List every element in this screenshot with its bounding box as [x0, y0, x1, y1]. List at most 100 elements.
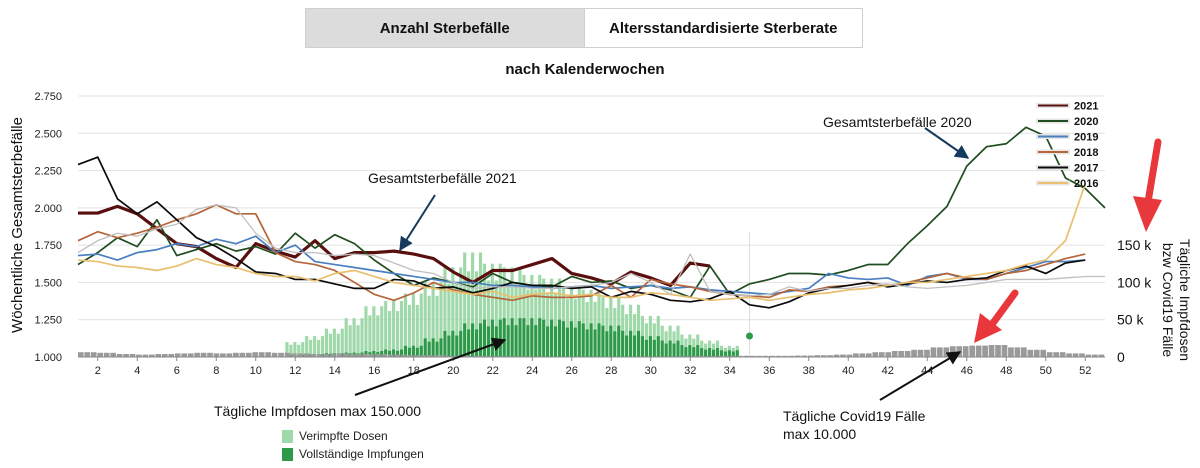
bar	[601, 325, 605, 357]
bar	[688, 345, 692, 357]
bar	[395, 311, 400, 357]
y-tick-label: 2.750	[34, 91, 62, 103]
y-tick-label: 2.000	[34, 203, 62, 215]
bar	[465, 355, 472, 357]
x-tick-label: 42	[882, 365, 894, 377]
x-tick-label: 2	[95, 365, 101, 377]
bar	[360, 352, 364, 357]
bar	[426, 355, 433, 357]
tab-altersstandardisierte-sterberate[interactable]: Altersstandardisierte Sterberate	[584, 9, 862, 47]
series-line	[77, 156, 1086, 309]
bar	[833, 354, 840, 357]
bar	[384, 301, 388, 357]
chart-tab-bar: Anzahl Sterbefälle Altersstandardisierte…	[305, 8, 863, 48]
legend-label-verimpfte-dosen: Verimpfte Dosen	[299, 429, 388, 443]
y-tick-label: 1.750	[34, 240, 62, 252]
bar	[930, 347, 937, 357]
tab-anzahl-sterbefaelle[interactable]: Anzahl Sterbefälle	[306, 9, 585, 47]
bar	[872, 352, 879, 357]
bar	[943, 347, 950, 357]
bar	[514, 283, 518, 357]
bar	[749, 355, 756, 357]
bar	[455, 335, 459, 357]
bar	[252, 352, 259, 357]
bar	[557, 278, 562, 357]
bar	[975, 345, 982, 357]
legend-label: 2018	[1074, 147, 1098, 159]
bar	[859, 353, 866, 357]
bar	[898, 351, 904, 357]
bar	[911, 349, 917, 357]
bar	[155, 354, 162, 357]
bar	[526, 289, 530, 357]
bar	[814, 355, 820, 357]
bar	[340, 353, 344, 357]
bar	[213, 353, 220, 357]
bar	[518, 318, 522, 357]
bar	[1059, 352, 1066, 357]
bar	[116, 354, 123, 357]
bar	[769, 355, 775, 357]
bar	[415, 347, 419, 357]
arrow-2020	[924, 127, 970, 159]
bar	[407, 347, 411, 357]
line-layer	[77, 126, 1106, 309]
bar	[376, 315, 380, 357]
bar	[291, 353, 297, 357]
legend-swatch-vollstaendige-impfungen	[282, 447, 293, 461]
bar	[336, 353, 343, 357]
x-tick-label: 38	[803, 365, 815, 377]
bar	[727, 350, 731, 357]
red-arrow-covid-peak	[974, 289, 1019, 343]
bar	[696, 345, 700, 357]
legend-label: 2020	[1074, 116, 1098, 128]
bar	[573, 327, 577, 357]
bar	[550, 319, 554, 357]
bar	[446, 355, 452, 357]
red-arrow-right-axis	[1133, 138, 1162, 232]
bar	[297, 353, 304, 357]
x-tick-label: 46	[961, 365, 973, 377]
bar	[692, 347, 696, 357]
bar	[271, 352, 278, 357]
bar	[258, 352, 265, 357]
bar	[969, 345, 976, 357]
bar	[820, 355, 827, 357]
bar	[368, 315, 372, 357]
x-tick-label: 10	[250, 365, 262, 377]
bar	[439, 282, 443, 357]
bar	[471, 323, 475, 357]
bar	[407, 355, 414, 357]
bar	[403, 345, 408, 357]
bar	[486, 280, 490, 357]
bar	[1001, 345, 1008, 357]
bar	[660, 340, 664, 357]
bar	[233, 352, 239, 357]
bar	[97, 352, 104, 357]
bar	[510, 267, 514, 357]
bar	[557, 319, 562, 357]
bar	[129, 354, 136, 357]
bar	[400, 354, 407, 357]
bar	[542, 319, 546, 357]
arrow-2021	[399, 194, 436, 252]
bar	[149, 354, 155, 357]
bar	[304, 353, 310, 357]
bar	[439, 355, 446, 357]
bar	[731, 351, 735, 357]
bar	[451, 267, 455, 357]
bar	[388, 354, 394, 357]
y2-tick-label: 100 k	[1117, 274, 1152, 290]
series-line	[77, 183, 1087, 302]
x-tick-label: 16	[368, 365, 380, 377]
bar	[510, 318, 514, 357]
bar	[577, 321, 581, 357]
bar	[463, 252, 467, 357]
bar	[719, 350, 724, 357]
bar	[431, 338, 435, 357]
bar	[840, 354, 846, 357]
bar	[463, 323, 467, 357]
bar	[364, 306, 368, 357]
bar	[388, 311, 392, 357]
bar	[420, 355, 426, 357]
